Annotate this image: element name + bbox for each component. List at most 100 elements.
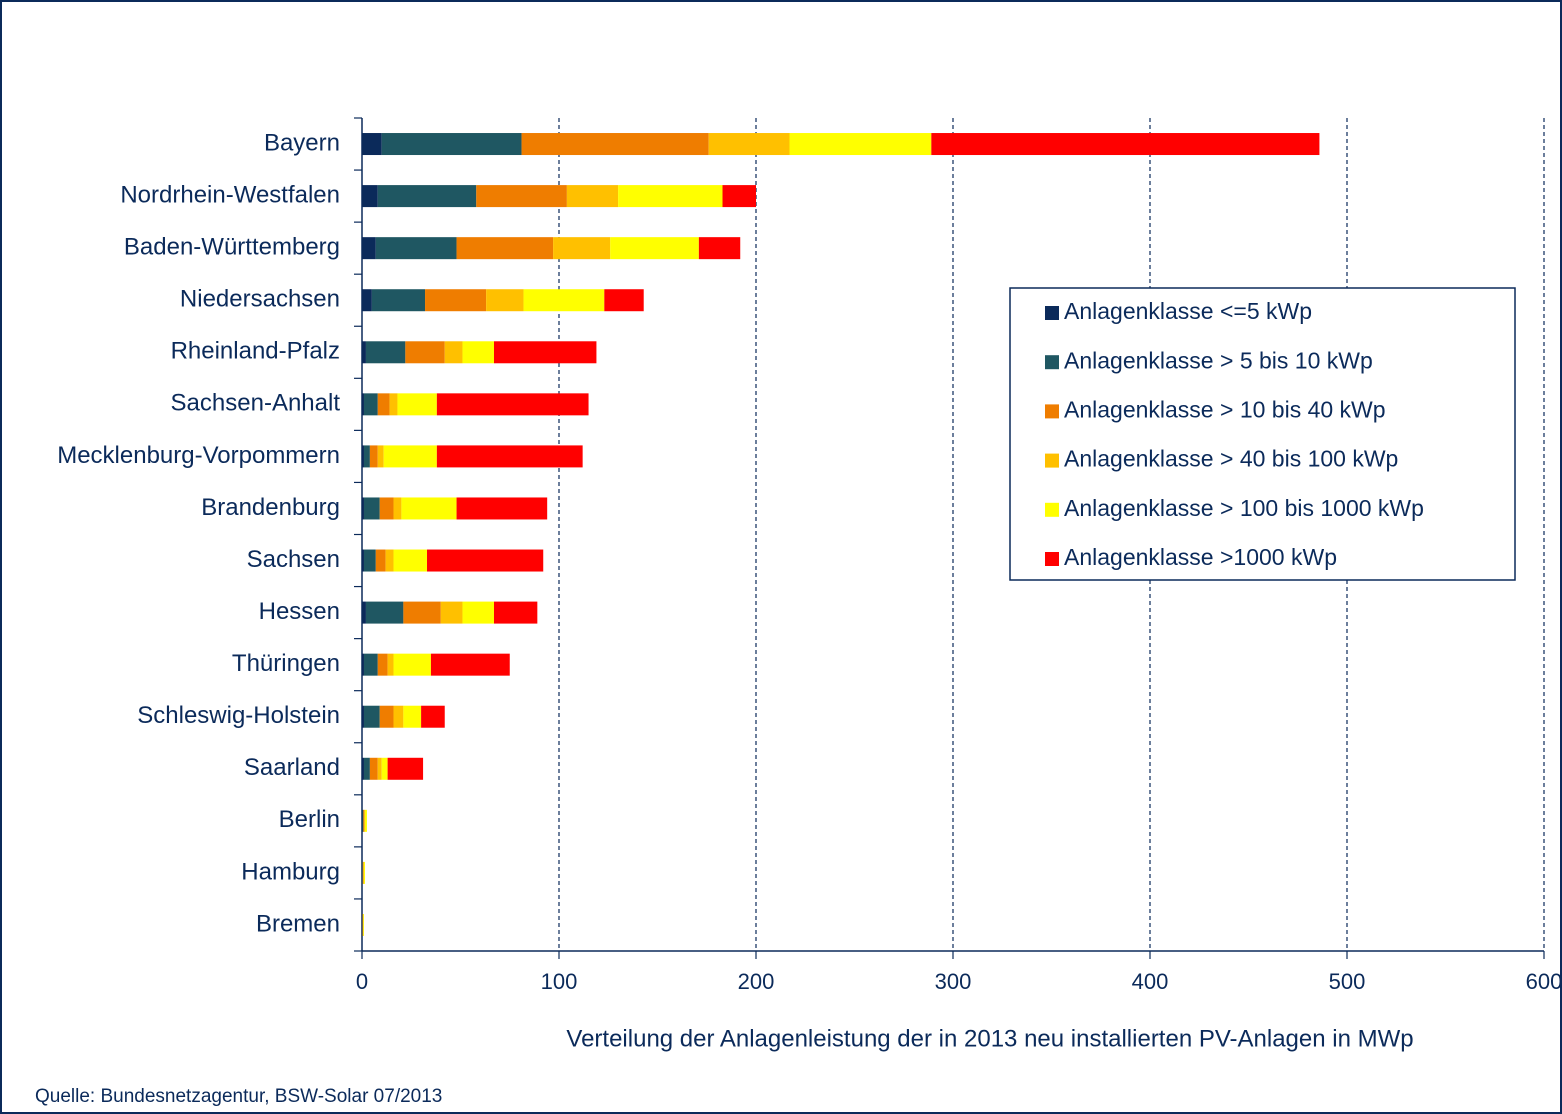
legend-label: Anlagenklasse >1000 kWp <box>1064 544 1337 570</box>
y-tick-label: Hamburg <box>241 858 340 885</box>
bar-segment <box>389 393 398 416</box>
bar-segment <box>381 757 388 780</box>
bar-segment <box>456 497 548 520</box>
bar-segment <box>377 185 477 208</box>
bar-segment <box>789 133 932 156</box>
bar-segment <box>393 705 404 728</box>
source-note: Quelle: Bundesnetzagentur, BSW-Solar 07/… <box>35 1086 442 1107</box>
bar-segment <box>363 757 370 780</box>
y-tick-label: Bayern <box>264 129 340 156</box>
bar-segment <box>387 653 394 676</box>
bar-segment <box>436 445 583 468</box>
bar-segment <box>362 549 364 572</box>
bar-segment <box>393 653 431 676</box>
bar-segment <box>362 445 364 468</box>
bar-segment <box>430 653 510 676</box>
bar-segment <box>462 341 494 364</box>
y-tick-label: Bremen <box>256 910 340 937</box>
bar-segment <box>363 497 380 520</box>
bar-segment <box>362 705 364 728</box>
y-tick-label: Berlin <box>279 806 340 833</box>
legend-label: Anlagenklasse > 100 bis 1000 kWp <box>1064 495 1424 521</box>
bar-segment <box>566 185 619 208</box>
y-tick-label: Mecklenburg-Vorpommern <box>57 442 340 469</box>
bar-segment <box>393 549 428 572</box>
bar-segment <box>493 601 538 624</box>
bar-segment <box>425 289 487 312</box>
legend-swatch <box>1045 306 1059 320</box>
bar-segment <box>403 601 441 624</box>
bar-segment <box>462 601 494 624</box>
bar-segment <box>364 809 365 832</box>
bar-segment <box>362 653 364 676</box>
bar-segment <box>362 861 364 884</box>
bar-segment <box>401 497 457 520</box>
bar-segment <box>521 133 709 156</box>
y-tick-label: Hessen <box>259 598 340 625</box>
bar-segment <box>365 341 406 364</box>
x-tick-label: 200 <box>738 969 775 994</box>
y-tick-label: Nordrhein-Westfalen <box>120 181 340 208</box>
bar-segment <box>362 133 382 156</box>
legend-swatch <box>1045 404 1059 419</box>
legend-label: Anlagenklasse <=5 kWp <box>1064 298 1312 324</box>
bar-segment <box>365 601 404 624</box>
legend-swatch <box>1045 502 1059 517</box>
legend-swatch <box>1045 453 1059 468</box>
bar-segment <box>363 913 364 936</box>
bar-segment <box>363 861 365 884</box>
bar-segment <box>363 861 364 884</box>
legend-swatch <box>1045 552 1059 566</box>
bar-segment <box>722 185 756 208</box>
bar-segment <box>363 549 376 572</box>
bar-segment <box>379 705 394 728</box>
bar-segment <box>383 445 437 468</box>
legend-label: Anlagenklasse > 40 bis 100 kWp <box>1064 446 1398 472</box>
y-tick-label: Baden-Württemberg <box>124 234 340 261</box>
bar-segment <box>362 497 364 520</box>
bar-segment <box>610 237 699 260</box>
bar-segment <box>363 393 378 416</box>
bar-segment <box>363 809 365 832</box>
bar-segment <box>403 705 422 728</box>
legend-swatch <box>1045 355 1059 370</box>
bar-segment <box>708 133 790 156</box>
bar-segment <box>604 289 644 312</box>
bar-segment <box>379 497 394 520</box>
bar-segment <box>440 601 463 624</box>
bar-segment <box>362 861 363 884</box>
bar-segment <box>618 185 723 208</box>
bar-segment <box>362 289 372 312</box>
bar-segment <box>375 237 457 260</box>
x-tick-label: 100 <box>541 969 578 994</box>
bar-segment <box>377 757 382 780</box>
bar-segment <box>362 185 378 208</box>
bar-segment <box>385 549 394 572</box>
bar-segment <box>456 237 554 260</box>
bar-segment <box>444 341 463 364</box>
bar-segment <box>427 549 544 572</box>
bar-segment <box>377 445 384 468</box>
bar-segment <box>371 289 426 312</box>
bar-segment <box>387 757 424 780</box>
bar-segment <box>377 653 388 676</box>
legend-label: Anlagenklasse > 5 bis 10 kWp <box>1064 347 1373 373</box>
bar-segment <box>363 705 380 728</box>
y-tick-label: Sachsen <box>247 546 340 573</box>
x-tick-label: 0 <box>356 969 368 994</box>
bar-segment <box>375 549 386 572</box>
x-tick-label: 400 <box>1132 969 1169 994</box>
bar-segment <box>436 393 589 416</box>
legend-box <box>1009 287 1516 581</box>
bar-segment <box>397 393 437 416</box>
y-tick-label: Niedersachsen <box>180 286 340 313</box>
bar-segment <box>362 393 364 416</box>
bar-segment <box>363 653 378 676</box>
bar-segment <box>381 133 522 156</box>
y-tick-label: Rheinland-Pfalz <box>171 338 340 365</box>
y-tick-label: Thüringen <box>232 650 340 677</box>
bar-segment <box>364 809 367 832</box>
x-axis-title: Verteilung der Anlagenleistung der in 20… <box>566 1025 1413 1052</box>
